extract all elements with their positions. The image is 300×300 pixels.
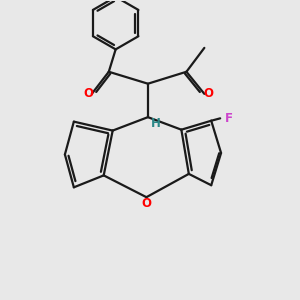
Text: O: O [83, 87, 93, 101]
Text: H: H [150, 117, 160, 130]
Text: F: F [224, 112, 232, 125]
Text: O: O [141, 197, 152, 210]
Text: O: O [203, 87, 213, 101]
